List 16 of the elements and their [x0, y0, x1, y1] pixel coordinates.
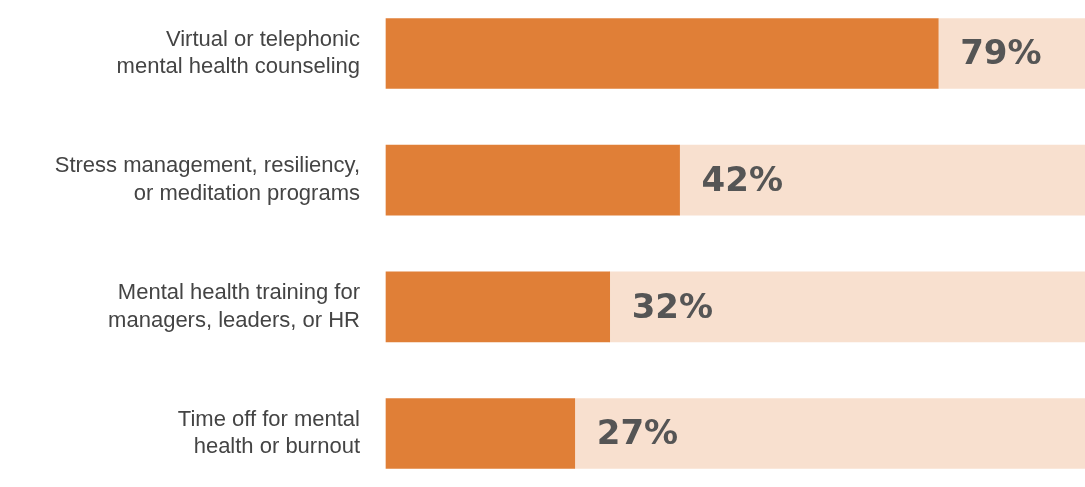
- bar: [937, 18, 1085, 89]
- bar: [385, 18, 939, 89]
- y-tick-label: Mental health training for managers, leaders, or HR: [108, 279, 360, 332]
- y-tick-label: Time off for mental health or burnout: [177, 405, 360, 459]
- data-label: 79%: [960, 32, 1042, 73]
- y-tick-label: Virtual or telephonic mental health counseling: [116, 25, 360, 79]
- data-label: 27%: [596, 412, 679, 453]
- data-label: 32%: [631, 285, 714, 326]
- bar: [385, 144, 680, 216]
- bar: [385, 398, 576, 469]
- y-tick-label: Stress management, resiliency, or meditation programs: [54, 152, 360, 205]
- bar: [609, 271, 1085, 343]
- data-label: 42%: [701, 158, 783, 199]
- bar: [574, 398, 1085, 469]
- bar: [385, 271, 611, 343]
- bar: [679, 144, 1085, 216]
